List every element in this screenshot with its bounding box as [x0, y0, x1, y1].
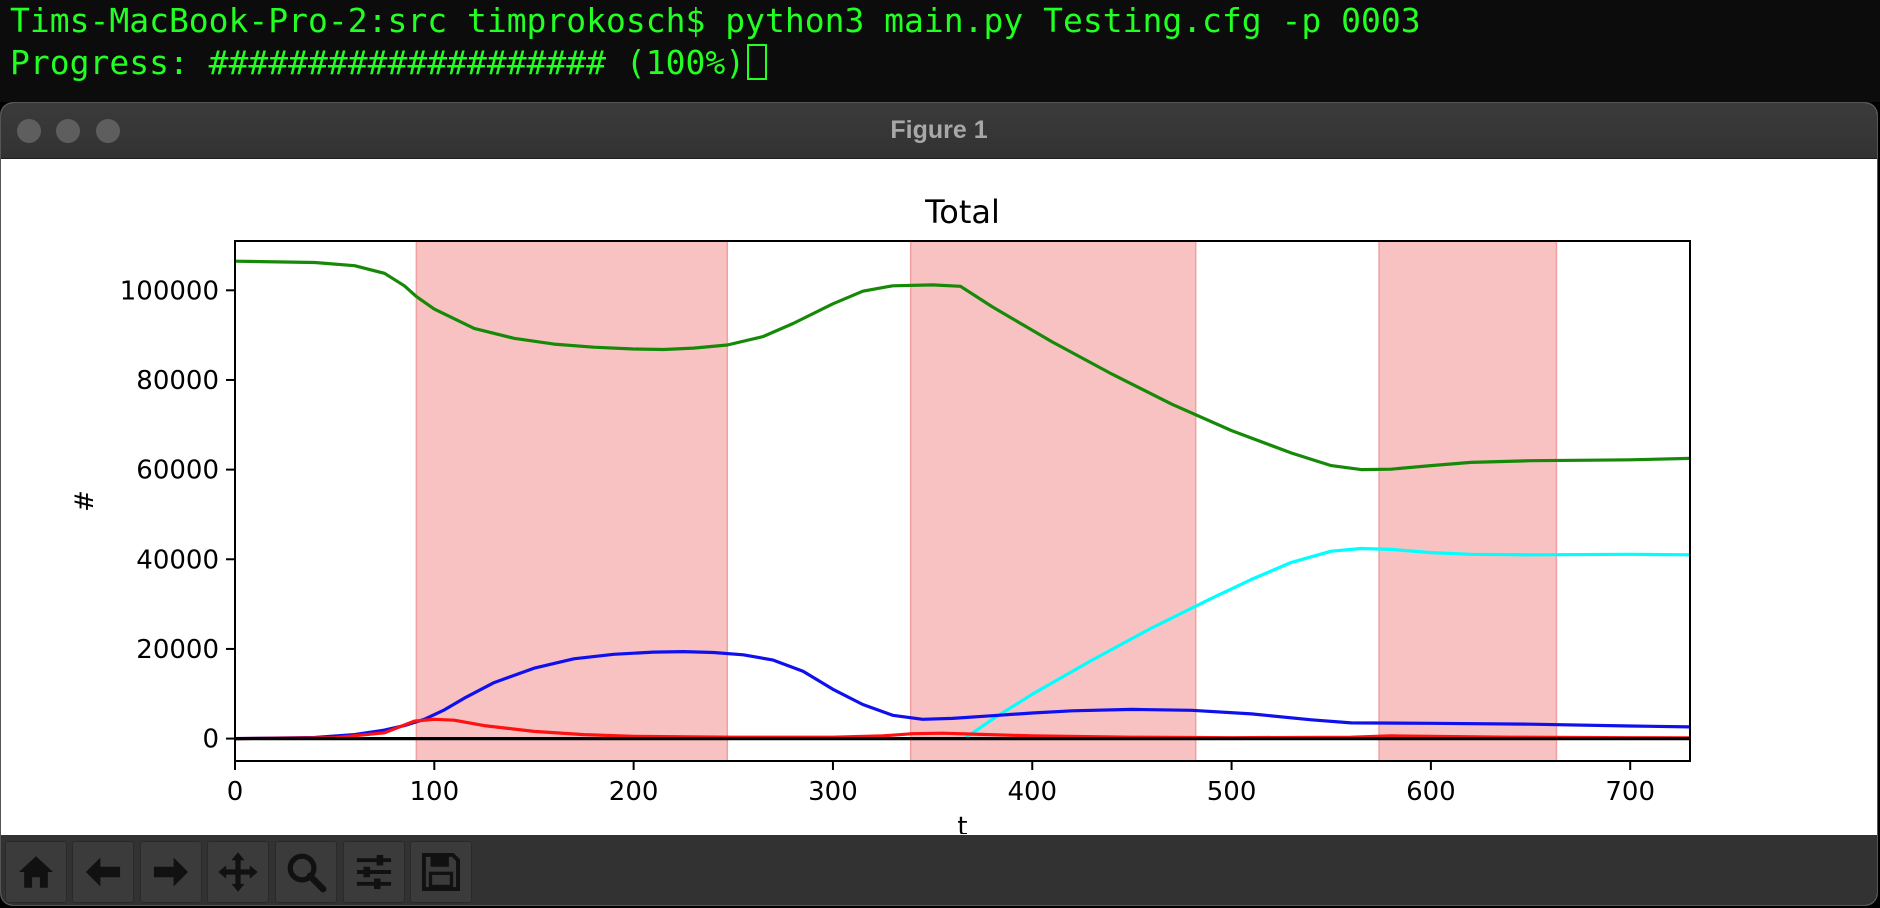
back-arrow-icon [85, 857, 121, 887]
x-tick-label: 400 [1007, 777, 1057, 807]
terminal: Tims-MacBook-Pro-2:src timprokosch$ pyth… [0, 0, 1880, 102]
configure-subplots-icon [356, 854, 392, 890]
y-tick-label: 20000 [136, 635, 219, 665]
progress-text: Progress: #################### (100%) [10, 43, 746, 82]
back-button[interactable] [72, 841, 134, 903]
pan-button[interactable] [207, 841, 269, 903]
series-line-2 [963, 546, 1691, 740]
y-tick-label: 60000 [136, 456, 219, 486]
save-button[interactable] [410, 841, 472, 903]
shaded-region-3 [1378, 240, 1558, 762]
minimize-window-button[interactable] [56, 119, 80, 143]
title-bar[interactable]: Figure 1 [1, 103, 1877, 159]
x-tick-label: 0 [227, 777, 244, 807]
navigation-toolbar [1, 835, 1877, 905]
home-icon [18, 856, 54, 888]
shaded-region-2 [909, 240, 1197, 762]
configure-subplots-button[interactable] [343, 841, 405, 903]
forward-arrow-icon [153, 857, 189, 887]
axes-frame [234, 240, 1691, 762]
pan-icon [218, 852, 258, 892]
zoom-icon [287, 853, 327, 893]
zoom-button[interactable] [275, 841, 337, 903]
y-tick-label: 40000 [136, 545, 219, 575]
y-tick-label: 80000 [136, 366, 219, 396]
terminal-command-line: Tims-MacBook-Pro-2:src timprokosch$ pyth… [10, 1, 1421, 40]
series-line-4 [234, 717, 1691, 741]
window-title: Figure 1 [890, 116, 988, 144]
series-line-3 [234, 650, 1691, 741]
x-axis-label: t [957, 812, 967, 834]
shaded-region-1 [415, 240, 729, 762]
x-tick-label: 100 [409, 777, 459, 807]
figure-window: Figure 1 0 100 200 300 400 500 600 700 0 20000 400… [1, 103, 1877, 905]
terminal-progress-line: Progress: #################### (100%) [10, 42, 1880, 84]
y-tick-label: 0 [202, 725, 219, 755]
y-tick-label: 100000 [120, 276, 219, 306]
save-icon [421, 852, 461, 892]
y-axis-label: # [70, 490, 100, 512]
forward-button[interactable] [140, 841, 202, 903]
close-window-button[interactable] [17, 119, 41, 143]
figure-canvas[interactable]: 0 100 200 300 400 500 600 700 0 20000 40000 60000 80… [1, 159, 1877, 842]
series-line-1 [234, 259, 1691, 472]
x-tick-label: 300 [808, 777, 858, 807]
plot-svg: 0 100 200 300 400 500 600 700 0 20000 40000 60000 80… [70, 193, 1691, 842]
x-tick-label: 700 [1605, 777, 1655, 807]
home-button[interactable] [5, 841, 67, 903]
chart-title: Total [924, 193, 1000, 231]
x-tick-label: 600 [1406, 777, 1456, 807]
zoom-window-button[interactable] [96, 119, 120, 143]
x-tick-label: 500 [1207, 777, 1257, 807]
x-tick-label: 200 [609, 777, 659, 807]
terminal-cursor [747, 44, 768, 80]
